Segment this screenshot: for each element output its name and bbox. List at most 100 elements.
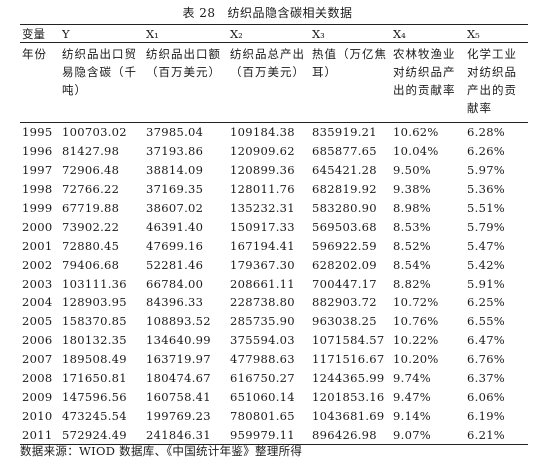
table-row: 1999 67719.88 38607.02 135232.31 583280.90 8.…: [20, 199, 528, 218]
value-cell: 896426.98: [310, 425, 391, 446]
header-description: 纺织品出口贸易隐含碳（千吨）: [60, 42, 144, 123]
table-row: 2010 473245.54 199769.23 780801.65 1043681.6…: [20, 406, 528, 425]
value-cell: 10.76%: [393, 314, 439, 329]
value-cell: 375594.03: [230, 333, 295, 348]
header-description: 农林牧渔业对纺织品产出的贡献率: [391, 42, 465, 123]
value-cell: 6.06%: [467, 389, 506, 404]
value-cell: 180474.67: [146, 371, 211, 386]
table-title: 纺织品隐含碳相关数据: [227, 6, 353, 20]
value-cell: 163719.97: [146, 352, 211, 367]
data-table: 变量 Y X₁ X₂ X₃ X₄ X₅ 年份 纺织品出口贸易隐含碳（千吨） 纺织…: [20, 24, 528, 446]
value-cell: 8.98%: [393, 201, 432, 215]
table-row: 2007 189508.49 163719.97 477988.63 1171516.6…: [20, 350, 528, 369]
value-cell: 160758.41: [146, 389, 211, 404]
value-cell: 9.14%: [393, 408, 432, 423]
value-cell: 882903.72: [312, 295, 377, 310]
header-symbol: Y: [60, 24, 144, 43]
table-row: 2003 103111.36 66784.00 208661.11 700447.17 8…: [20, 274, 528, 293]
value-cell: 73902.22: [62, 219, 120, 234]
value-cell: 9.50%: [393, 163, 432, 178]
header-description: 纺织品出口额（百万美元）: [144, 42, 228, 123]
value-cell: 8.53%: [393, 219, 432, 234]
year-cell: 1998: [22, 182, 53, 197]
year-cell: 1995: [22, 125, 53, 140]
header-description: 纺织品总产出（百万美元）: [228, 42, 310, 123]
value-cell: 963038.25: [312, 314, 377, 329]
table-row: 2001 72880.45 47699.16 167194.41 596922.59 8.…: [20, 236, 528, 255]
value-cell: 10.20%: [393, 352, 439, 367]
value-cell: 5.91%: [467, 276, 506, 291]
value-cell: 9.38%: [393, 182, 432, 197]
value-cell: 72880.45: [62, 238, 120, 253]
table-row: 2000 73902.22 46391.40 150917.33 569503.68 8.…: [20, 217, 528, 236]
value-cell: 5.47%: [467, 238, 506, 253]
value-cell: 645421.28: [312, 163, 377, 178]
year-cell: 2001: [22, 238, 53, 253]
table-row: 2008 171650.81 180474.67 616750.27 1244365.9…: [20, 369, 528, 388]
value-cell: 179367.30: [230, 257, 295, 272]
value-cell: 596922.59: [312, 238, 377, 253]
source-note: 数据来源：WIOD 数据库、《中国统计年鉴》整理所得: [20, 444, 303, 458]
table-row: 1995 100703.02 37985.04 109184.38 835919.21 1…: [20, 123, 528, 142]
year-cell: 1999: [22, 201, 53, 215]
value-cell: 108893.52: [146, 314, 211, 329]
value-cell: 9.74%: [393, 371, 432, 386]
value-cell: 147596.56: [62, 389, 127, 404]
value-cell: 6.37%: [467, 371, 506, 386]
value-cell: 241846.31: [144, 425, 228, 446]
value-cell: 72766.22: [62, 182, 120, 197]
value-cell: 1201853.16: [312, 389, 385, 404]
value-cell: 1244365.99: [312, 371, 385, 386]
year-cell: 2004: [22, 295, 53, 310]
value-cell: 134640.99: [146, 333, 211, 348]
value-cell: 6.26%: [467, 144, 506, 159]
year-cell: 1996: [22, 144, 53, 159]
value-cell: 52281.46: [146, 257, 204, 272]
value-cell: 180132.35: [62, 333, 127, 348]
value-cell: 583280.90: [312, 201, 377, 215]
table-body: 1995 100703.02 37985.04 109184.38 835919.21 1…: [20, 123, 528, 446]
value-cell: 572924.49: [60, 425, 144, 446]
value-cell: 6.19%: [467, 408, 506, 423]
value-cell: 685877.65: [312, 144, 377, 159]
year-cell: 2009: [22, 389, 53, 404]
value-cell: 628202.09: [312, 257, 377, 272]
header-description-row: 年份 纺织品出口贸易隐含碳（千吨） 纺织品出口额（百万美元） 纺织品总产出（百万…: [20, 42, 528, 123]
year-cell: 2006: [22, 333, 53, 348]
header-symbol: 变量: [20, 24, 60, 43]
header-symbol: X₁: [144, 24, 228, 43]
header-symbol: X₄: [391, 24, 465, 43]
table-row: 2004 128903.95 84396.33 228738.80 882903.72 1…: [20, 293, 528, 312]
value-cell: 171650.81: [62, 371, 127, 386]
value-cell: 128903.95: [62, 295, 127, 310]
value-cell: 150917.33: [230, 219, 295, 234]
value-cell: 6.76%: [467, 352, 506, 367]
value-cell: 79406.68: [62, 257, 120, 272]
value-cell: 10.72%: [393, 295, 439, 310]
header-description: 化学工业对纺织品产出的贡献率: [465, 42, 528, 123]
value-cell: 109184.38: [230, 125, 295, 140]
value-cell: 120899.36: [230, 163, 295, 178]
value-cell: 8.52%: [393, 238, 432, 253]
value-cell: 128011.76: [230, 182, 295, 197]
value-cell: 569503.68: [312, 219, 377, 234]
header-symbol: X₂: [228, 24, 310, 43]
value-cell: 84396.33: [146, 295, 204, 310]
value-cell: 477988.63: [230, 352, 295, 367]
value-cell: 199769.23: [146, 408, 211, 423]
value-cell: 6.21%: [465, 425, 528, 446]
value-cell: 1171516.67: [312, 352, 385, 367]
header-description: 年份: [20, 42, 60, 123]
table-row: 2009 147596.56 160758.41 651060.14 1201853.1…: [20, 387, 528, 406]
value-cell: 37169.35: [146, 182, 204, 197]
value-cell: 5.79%: [467, 219, 506, 234]
value-cell: 651060.14: [230, 389, 295, 404]
value-cell: 5.51%: [467, 201, 506, 215]
value-cell: 8.54%: [393, 257, 432, 272]
table-row: 2002 79406.68 52281.46 179367.30 628202.09 8.…: [20, 255, 528, 274]
value-cell: 1043681.69: [312, 408, 385, 423]
value-cell: 81427.98: [62, 144, 120, 159]
value-cell: 66784.00: [146, 276, 204, 291]
value-cell: 616750.27: [230, 371, 295, 386]
table-row: 1997 72906.48 38814.09 120899.36 645421.28 9.…: [20, 161, 528, 180]
